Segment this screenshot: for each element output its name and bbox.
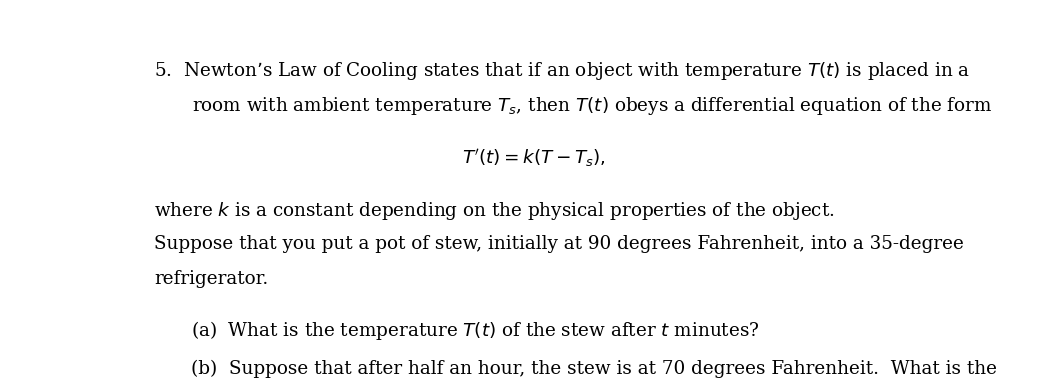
Text: 5.  Newton’s Law of Cooling states that if an object with temperature $T(t)$ is : 5. Newton’s Law of Cooling states that i…	[154, 60, 971, 82]
Text: room with ambient temperature $T_s$, then $T(t)$ obeys a differential equation o: room with ambient temperature $T_s$, the…	[193, 95, 993, 117]
Text: (a)  What is the temperature $T(t)$ of the stew after $t$ minutes?: (a) What is the temperature $T(t)$ of th…	[191, 319, 760, 342]
Text: where $k$ is a constant depending on the physical properties of the object.: where $k$ is a constant depending on the…	[154, 200, 836, 222]
Text: Suppose that you put a pot of stew, initially at 90 degrees Fahrenheit, into a 3: Suppose that you put a pot of stew, init…	[154, 235, 964, 253]
Text: (b)  Suppose that after half an hour, the stew is at 70 degrees Fahrenheit.  Wha: (b) Suppose that after half an hour, the…	[191, 360, 997, 378]
Text: $T'(t) = k(T - T_s),$: $T'(t) = k(T - T_s),$	[463, 147, 605, 169]
Text: refrigerator.: refrigerator.	[154, 270, 269, 288]
